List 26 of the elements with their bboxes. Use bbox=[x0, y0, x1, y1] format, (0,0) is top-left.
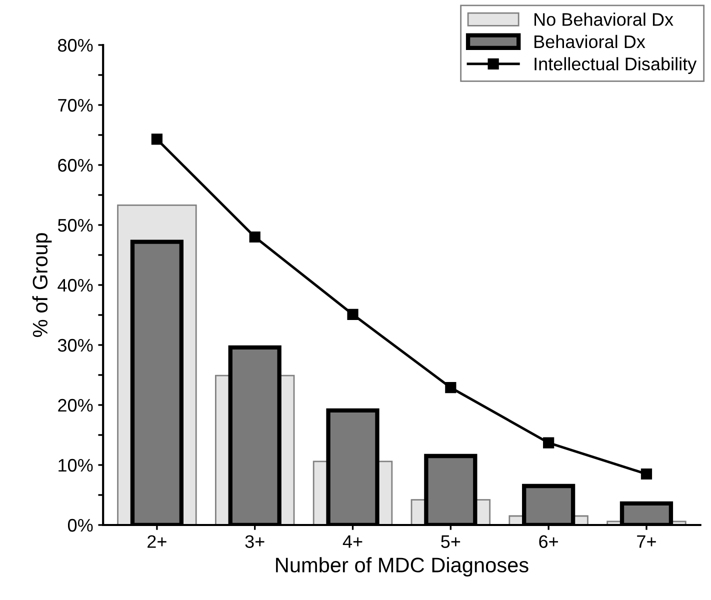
x-tick-label: 2+ bbox=[148, 535, 166, 548]
point bbox=[445, 382, 456, 394]
point bbox=[640, 468, 652, 480]
x-tick-label: 4+ bbox=[342, 535, 362, 548]
x-tick-label: 6+ bbox=[539, 535, 558, 548]
legend-label: Behavioral Dx bbox=[534, 34, 646, 48]
point bbox=[249, 231, 260, 243]
y-tick-label: 40% bbox=[58, 278, 93, 292]
x-tick-label: 5+ bbox=[441, 535, 460, 548]
y-tick-label: 10% bbox=[58, 458, 93, 472]
y-axis-title: % of Group bbox=[32, 233, 52, 337]
point bbox=[543, 437, 554, 448]
y-tick-label: 60% bbox=[58, 158, 93, 172]
x-tick-label: 3+ bbox=[245, 535, 264, 548]
legend-label: Intellectual Disability bbox=[534, 57, 697, 74]
x-axis-title: Number of MDC Diagnoses bbox=[276, 557, 528, 577]
y-tick-label: 80% bbox=[58, 38, 93, 52]
point bbox=[347, 308, 358, 320]
y-tick-label: 50% bbox=[58, 218, 93, 232]
legend-label: No Behavioral Dx bbox=[534, 12, 674, 26]
y-tick-label: 30% bbox=[58, 338, 93, 352]
y-tick-label: 20% bbox=[58, 398, 93, 412]
y-tick-label: 70% bbox=[58, 98, 93, 112]
y-tick-label: 0% bbox=[68, 518, 93, 532]
x-tick-label: 7+ bbox=[637, 535, 656, 548]
point bbox=[151, 134, 162, 145]
